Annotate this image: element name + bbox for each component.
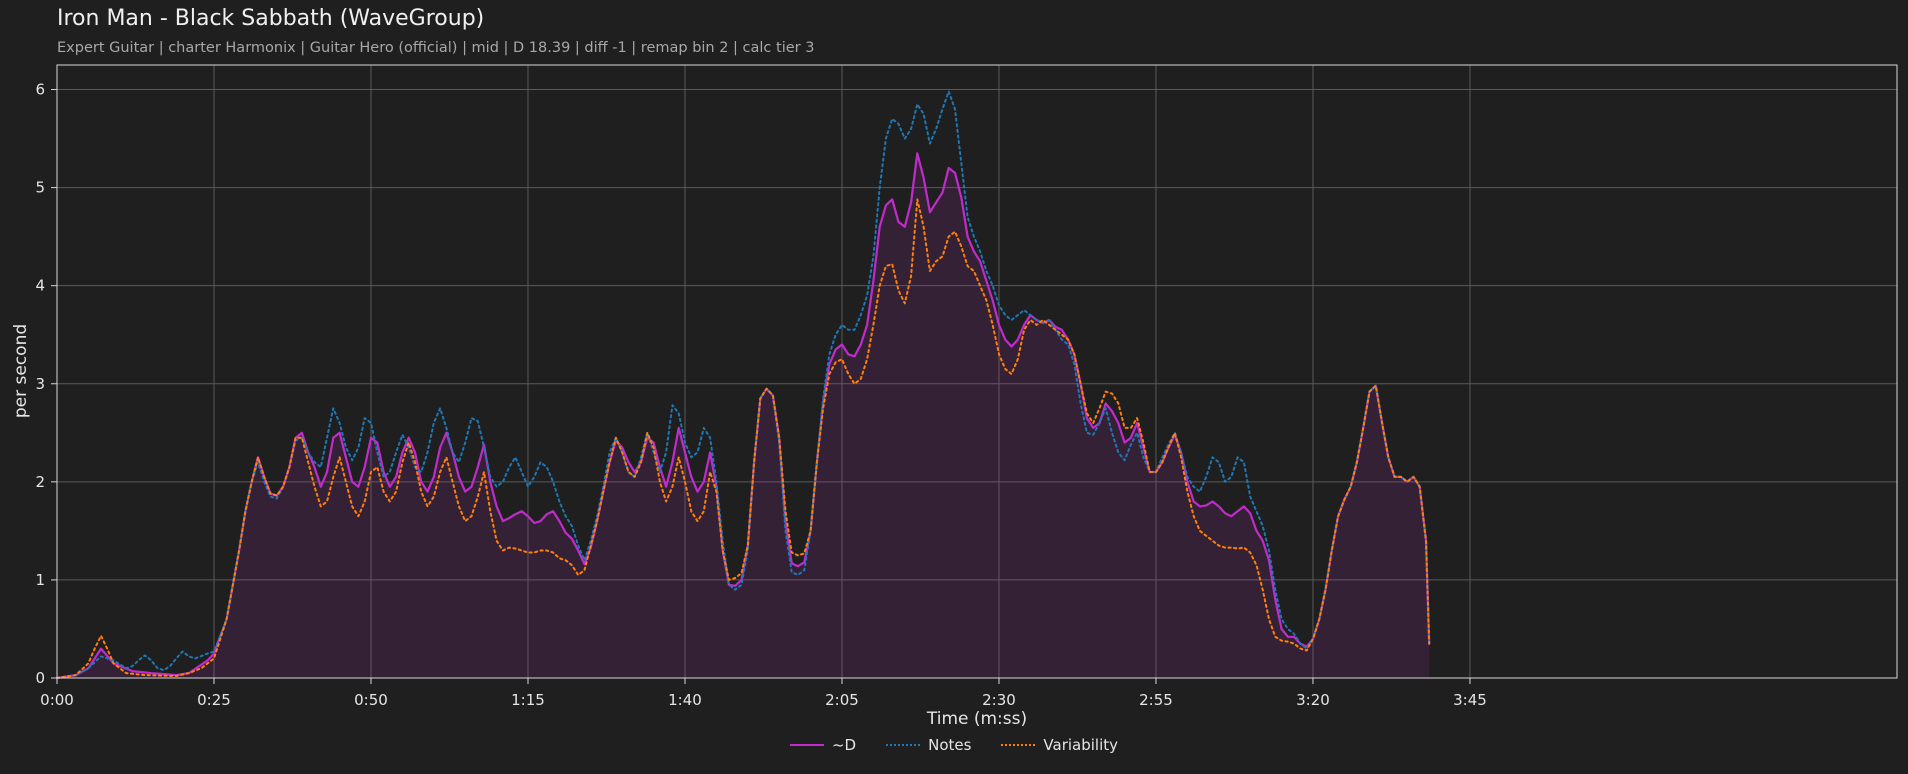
y-axis-ticks: 0 1 2 3 4 5 6 <box>35 81 57 687</box>
legend-label: Notes <box>928 736 972 754</box>
y-tick-label: 1 <box>35 571 45 589</box>
series-line-notes <box>56 90 1431 679</box>
legend-label: Variability <box>1043 736 1119 754</box>
y-axis-label: per second <box>11 324 31 418</box>
legend-item: Notes <box>886 736 971 754</box>
chart-title: Iron Man - Black Sabbath (WaveGroup) <box>57 6 485 31</box>
y-tick-label: 4 <box>35 277 45 295</box>
series-area-d <box>57 153 1430 679</box>
legend-swatch <box>789 744 824 746</box>
legend-label: ~D <box>831 736 857 754</box>
series-line-variability <box>56 198 1431 679</box>
plot-frame <box>56 64 1898 679</box>
x-axis-ticks: 0:00 0:25 0:50 1:15 1:40 2:05 2:30 2:55 3:20 3:45 <box>40 678 1487 709</box>
x-tick-label: 1:40 <box>668 691 702 709</box>
x-tick-label: 3:45 <box>1453 691 1487 709</box>
x-tick-label: 2:30 <box>982 691 1016 709</box>
area-fill-layer <box>57 153 1430 679</box>
line-chart: 0:00 0:25 0:50 1:15 1:40 2:05 2:30 2:55 3:20 3:45… <box>11 64 1898 729</box>
y-tick-label: 5 <box>35 179 45 197</box>
y-tick-label: 3 <box>35 375 45 393</box>
legend-item: Variability <box>1001 736 1118 754</box>
chart-subtitle: Expert Guitar | charter Harmonix | Guita… <box>57 40 815 56</box>
legend: ~D Notes Variability <box>0 736 1908 754</box>
y-tick-label: 2 <box>35 473 45 491</box>
x-tick-label: 0:00 <box>40 691 74 709</box>
x-tick-label: 2:05 <box>825 691 859 709</box>
x-axis-label: Time (m:ss) <box>926 709 1027 729</box>
legend-item: ~D <box>789 736 857 754</box>
legend-swatch <box>886 744 921 746</box>
x-tick-label: 2:55 <box>1139 691 1173 709</box>
grid-lines <box>56 65 1897 678</box>
x-tick-label: 0:50 <box>354 691 388 709</box>
legend-swatch <box>1001 744 1036 746</box>
y-tick-label: 6 <box>35 81 45 99</box>
series-lines-layer <box>55 90 1431 680</box>
plot-area <box>57 65 1897 678</box>
x-tick-label: 0:25 <box>197 691 231 709</box>
x-tick-label: 3:20 <box>1296 691 1330 709</box>
y-tick-label: 0 <box>35 669 45 687</box>
x-tick-label: 1:15 <box>511 691 545 709</box>
